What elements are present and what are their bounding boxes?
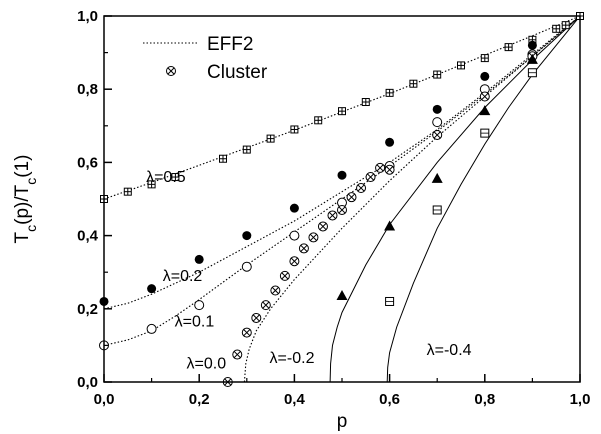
boxed-plus-marker bbox=[385, 88, 394, 97]
tick-labels-layer: 0,00,0 0,2 0,2 0,4 0,4 0,6 0,6 0,8 0,8 1,0 1,0 bbox=[77, 8, 590, 408]
curve-label: λ=0.5 bbox=[146, 169, 186, 186]
ticks-layer bbox=[103, 15, 581, 383]
markers-layer bbox=[99, 12, 584, 387]
curve-label: λ=0.1 bbox=[175, 314, 215, 331]
y-tick-label: 0,2 bbox=[77, 301, 98, 318]
y-axis-label: Tc(p)/Tc(1) bbox=[12, 155, 39, 244]
crossed-circle-marker bbox=[308, 232, 319, 243]
curve-label: λ=-0.4 bbox=[427, 342, 472, 359]
y-tick-label: 0,8 bbox=[77, 81, 98, 98]
boxed-plus-marker bbox=[266, 134, 275, 143]
boxed-plus-marker bbox=[242, 145, 251, 154]
boxed-plus-marker bbox=[433, 70, 442, 79]
curve-solid-4 bbox=[329, 16, 581, 382]
y-tick-label: 1,0 bbox=[77, 8, 98, 25]
crossed-circle-marker bbox=[317, 221, 328, 232]
curve-labels-layer: λ=0.5 λ=0.2 λ=0.1 λ=0.0 λ=-0.2 λ=-0.4 bbox=[146, 169, 472, 373]
crossed-circle-marker bbox=[356, 183, 367, 194]
crossed-circle-marker bbox=[337, 204, 347, 215]
x-tick-label: 1,0 bbox=[570, 391, 591, 408]
boxed-plus-marker bbox=[290, 125, 299, 134]
legend: EFF2 Cluster bbox=[143, 34, 268, 83]
filled-circle-marker bbox=[527, 40, 537, 50]
crossed-circle-marker bbox=[241, 327, 252, 338]
curve-solid-5 bbox=[386, 16, 581, 382]
boxed-plus-marker bbox=[314, 116, 323, 125]
boxed-plus-marker bbox=[123, 187, 132, 196]
x-tick-label: 0,8 bbox=[474, 391, 495, 408]
open-circle-marker bbox=[432, 117, 443, 128]
curve-label: λ=0.0 bbox=[187, 356, 227, 373]
open-circle-marker bbox=[241, 261, 252, 272]
boxed-plus-marker bbox=[171, 173, 180, 182]
open-circle-marker bbox=[289, 230, 300, 241]
boxed-plus-marker bbox=[457, 61, 465, 70]
crossed-circle-marker bbox=[166, 66, 176, 76]
filled-circle-marker bbox=[147, 284, 157, 294]
filled-circle-marker bbox=[480, 71, 490, 81]
boxed-plus-marker bbox=[361, 98, 370, 107]
curve-label: λ=-0.2 bbox=[270, 350, 315, 367]
x-tick-label: 0,2 bbox=[189, 391, 210, 408]
crossed-circle-marker bbox=[375, 162, 386, 173]
boxed-plus-marker bbox=[480, 54, 489, 63]
open-square-marker bbox=[480, 128, 490, 138]
x-tick-label: 0,6 bbox=[379, 391, 400, 408]
crossed-circle-marker bbox=[365, 172, 376, 183]
crossed-circle-marker bbox=[289, 256, 300, 267]
series-filled-circle bbox=[99, 40, 537, 306]
y-tick-label: 0,4 bbox=[77, 228, 99, 245]
crossed-circle-marker bbox=[279, 270, 290, 281]
filled-circle-marker bbox=[432, 104, 442, 114]
curve-dotted-1 bbox=[104, 16, 581, 310]
crossed-circle-marker bbox=[346, 192, 357, 203]
filled-triangle-marker bbox=[384, 220, 396, 231]
boxed-plus-marker bbox=[147, 180, 156, 189]
open-circle-marker bbox=[146, 323, 157, 334]
filled-circle-marker bbox=[337, 170, 347, 180]
y-tick-label: 0,6 bbox=[77, 154, 98, 171]
filled-triangle-marker bbox=[479, 105, 491, 116]
y-tick-label: 0,0 bbox=[77, 374, 98, 391]
legend-cluster-label: Cluster bbox=[207, 62, 268, 83]
crossed-circle-marker bbox=[251, 312, 262, 323]
legend-eff2-label: EFF2 bbox=[207, 34, 253, 55]
curve-dotted-3 bbox=[243, 16, 581, 382]
legend-cluster-marker bbox=[166, 66, 176, 76]
series-filled-triangle bbox=[336, 53, 538, 300]
boxed-plus-marker bbox=[338, 107, 346, 116]
crossed-circle-marker bbox=[479, 91, 490, 102]
boxed-plus-marker bbox=[561, 21, 570, 30]
series-crossed-circle bbox=[222, 51, 538, 387]
open-square-marker bbox=[527, 68, 537, 78]
series-open-square bbox=[385, 68, 537, 306]
boxed-plus-marker bbox=[409, 79, 418, 88]
series-open-circle bbox=[99, 49, 538, 351]
open-square-marker bbox=[432, 205, 442, 215]
boxed-plus-marker bbox=[219, 154, 227, 163]
filled-triangle-marker bbox=[526, 53, 538, 64]
crossed-circle-marker bbox=[327, 210, 338, 221]
curve-label: λ=0.2 bbox=[163, 268, 203, 285]
x-tick-label: 0,4 bbox=[284, 391, 306, 408]
crossed-circle-marker bbox=[298, 243, 309, 254]
open-circle-marker bbox=[194, 300, 205, 311]
crossed-circle-marker bbox=[270, 285, 281, 296]
filled-circle-marker bbox=[242, 231, 252, 241]
x-axis-label: p bbox=[337, 411, 348, 432]
filled-circle-marker bbox=[194, 254, 204, 264]
filled-circle-marker bbox=[385, 137, 395, 147]
boxed-plus-marker bbox=[504, 43, 513, 52]
crossed-circle-marker bbox=[432, 129, 443, 140]
filled-triangle-marker bbox=[336, 289, 348, 300]
crossed-circle-marker bbox=[260, 300, 271, 311]
open-square-marker bbox=[385, 296, 395, 306]
filled-triangle-marker bbox=[431, 172, 443, 183]
crossed-circle-marker bbox=[384, 164, 395, 175]
filled-circle-marker bbox=[289, 203, 299, 213]
crossed-circle-marker bbox=[232, 349, 243, 360]
boxed-plus-marker bbox=[552, 24, 561, 33]
x-tick-label: 0,0 bbox=[94, 391, 115, 408]
